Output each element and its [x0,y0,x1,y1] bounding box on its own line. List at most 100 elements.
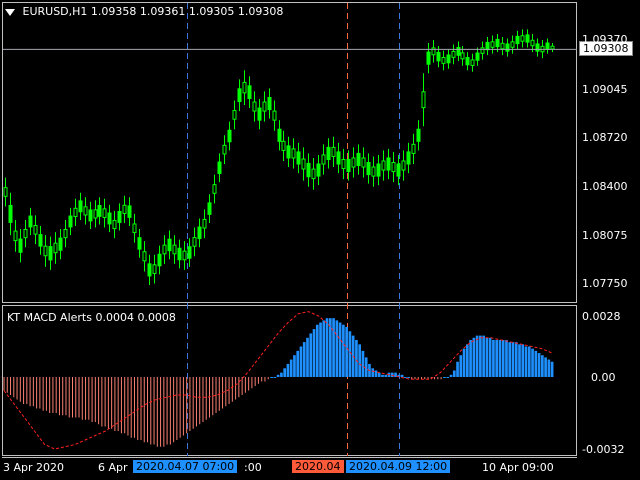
price-axis-label: 1.09045 [582,83,628,96]
candle-body [112,219,117,230]
histogram-bar [465,344,469,377]
candle-body [83,206,88,216]
indicator-header: KT MACD Alerts 0.0004 0.0008 [7,311,176,324]
candle-body [406,151,411,165]
candle-body [73,207,78,217]
candle-body [162,244,167,255]
vline-time-tag-blue: 2020.04.09 12:00 [346,460,451,473]
candle-body [202,218,207,229]
candle-body [525,34,530,43]
histogram-bar [479,335,482,377]
price-axis-label: 1.08400 [582,180,628,193]
candle-body [277,128,282,142]
histogram-bar [381,374,384,377]
candle-body [331,146,336,157]
candle-body [520,35,525,42]
histogram-bar [508,342,512,377]
candle-body [23,228,28,239]
price-axis-label: 1.07750 [582,277,628,290]
histogram-bar [400,374,404,377]
candle-body [272,110,277,121]
candle-body [127,205,132,218]
price-axis-label: 1.09370 [582,33,628,46]
histogram-bar [348,331,352,377]
histogram-bar [270,377,273,378]
histogram-bar [364,357,368,377]
candle-body [535,43,540,52]
candle-body [505,43,510,52]
candle-body [545,42,550,50]
histogram-bar [355,339,358,377]
histogram-bar [312,329,316,377]
histogram-bar [293,355,296,377]
histogram-bar [404,377,407,378]
candle-body [267,96,272,111]
candle-body [237,88,242,103]
current-price-tag: 1.09308 [579,41,633,56]
time-axis-label: 6 Apr [98,461,128,474]
histogram-bar [390,372,394,377]
candle-body [321,154,326,165]
histogram-bar [518,344,521,377]
candle-body [510,41,515,48]
candle-body [311,168,316,180]
candle-body [207,202,212,215]
price-axis-label: 1.08720 [582,131,628,144]
histogram-bar [345,326,348,377]
histogram-bar [276,374,280,377]
candle-body [192,237,197,247]
histogram-bar [524,346,528,377]
candle-body [97,204,102,217]
histogram-bar [358,344,362,377]
candle-body [157,253,162,267]
candle-body [38,234,43,247]
chevron-down-icon[interactable] [5,8,15,16]
histogram-bar [371,368,375,377]
candle-body [381,160,386,171]
candle-body [53,242,58,254]
candle-body [222,144,227,155]
candle-body [441,56,446,64]
candle-body [252,101,257,112]
candle-body [58,237,63,251]
histogram-bar [495,339,499,377]
candle-body [93,209,98,219]
candle-body [28,215,33,228]
main-chart-frame [2,2,577,303]
candle-body [431,47,436,56]
candle-body [401,160,406,171]
histogram-bar [456,361,459,377]
candle-body [257,107,262,121]
candle-body [152,264,157,274]
candle-body [43,245,48,257]
candle-body [446,54,451,64]
candle-body [217,161,222,175]
histogram-bar [397,374,401,377]
candle-body [172,244,177,255]
candle-body [107,212,112,225]
histogram-bar [374,370,378,377]
candle-body [451,50,456,58]
candle-body [242,81,247,94]
histogram-bar [299,346,303,377]
candle-body [550,45,555,50]
histogram-bar [462,348,466,377]
histogram-bar [384,374,388,377]
candle-body [63,228,68,239]
histogram-bar [302,342,306,377]
candle-body [490,41,495,48]
candle-body [371,166,376,177]
candle-body [68,215,73,228]
candle-body [436,51,441,62]
candle-body [460,52,465,60]
histogram-bar [286,363,290,377]
histogram-bar [531,348,534,377]
histogram-bar [289,359,293,377]
candle-body [212,184,217,194]
candle-body [336,151,341,165]
indicator-frame [2,305,577,456]
candle-body [197,226,202,240]
histogram-bar [309,333,313,377]
histogram-bar [315,324,319,377]
